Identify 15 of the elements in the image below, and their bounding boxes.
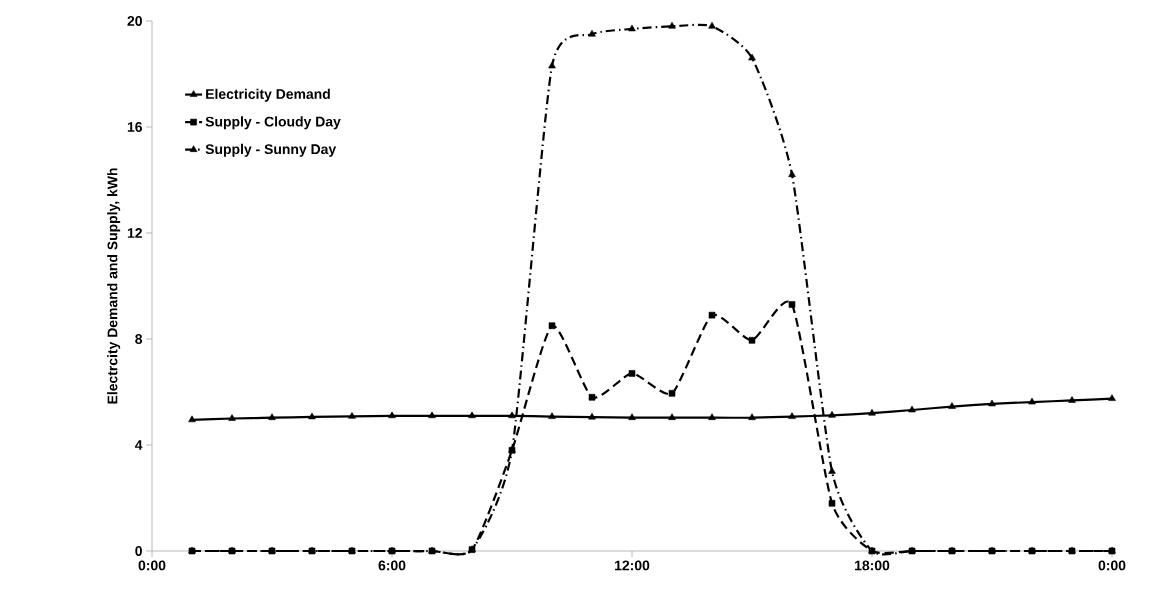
x-tick-label: 6:00: [378, 560, 406, 571]
y-tick-label: 4: [134, 440, 143, 450]
y-tick-label: 16: [127, 122, 142, 132]
x-tick-label: 0:00: [1098, 560, 1126, 571]
y-axis-title: Electrcity Demand and Supply, kWh: [107, 168, 121, 404]
x-tick-label: 12:00: [615, 560, 650, 571]
y-tick-label: 8: [135, 334, 143, 344]
x-tick-label: 0:00: [138, 560, 166, 571]
legend-label: Supply - Sunny Day: [205, 143, 337, 157]
x-tick-label: 18:00: [855, 560, 890, 571]
y-tick-label: 20: [127, 16, 142, 26]
legend-label: Electricity Demand: [206, 88, 330, 102]
y-tick-label: 12: [127, 228, 142, 238]
legend-label: Supply - Cloudy Day: [205, 116, 341, 130]
y-tick-label: 0: [135, 546, 142, 556]
